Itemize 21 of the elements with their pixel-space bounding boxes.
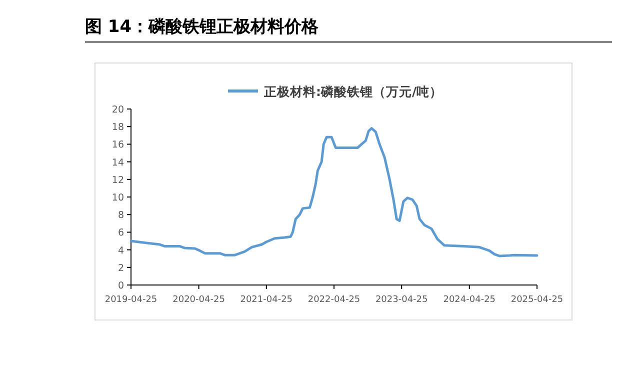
x-tick-label: 2022-04-25 xyxy=(308,295,360,305)
x-tick-label: 2019-04-25 xyxy=(104,295,158,305)
y-tick-label: 10 xyxy=(112,192,124,204)
y-tick-label: 8 xyxy=(118,210,124,222)
y-tick-label: 16 xyxy=(112,140,124,151)
y-tick-label: 18 xyxy=(112,122,124,134)
chart-title: 图 14：磷酸铁锂正极材料价格 xyxy=(85,17,320,37)
y-tick-label: 6 xyxy=(118,228,124,239)
y-tick-label: 2 xyxy=(118,262,124,274)
y-tick-label: 0 xyxy=(118,280,124,292)
y-tick-label: 4 xyxy=(118,245,124,256)
x-tick-label: 2021-04-25 xyxy=(240,295,293,305)
x-tick-label: 2023-04-25 xyxy=(375,295,428,305)
y-tick-label: 20 xyxy=(112,104,124,116)
legend-label: 正极材料:磷酸铁锂（万元/吨） xyxy=(263,84,443,99)
x-tick-label: 2025-04-25 xyxy=(510,295,564,305)
line-series xyxy=(130,127,538,258)
x-tick-label: 2024-04-25 xyxy=(443,295,496,305)
y-tick-label: 12 xyxy=(112,174,124,186)
x-tick-label: 2020-04-25 xyxy=(172,295,225,305)
y-tick-label: 14 xyxy=(112,157,124,168)
